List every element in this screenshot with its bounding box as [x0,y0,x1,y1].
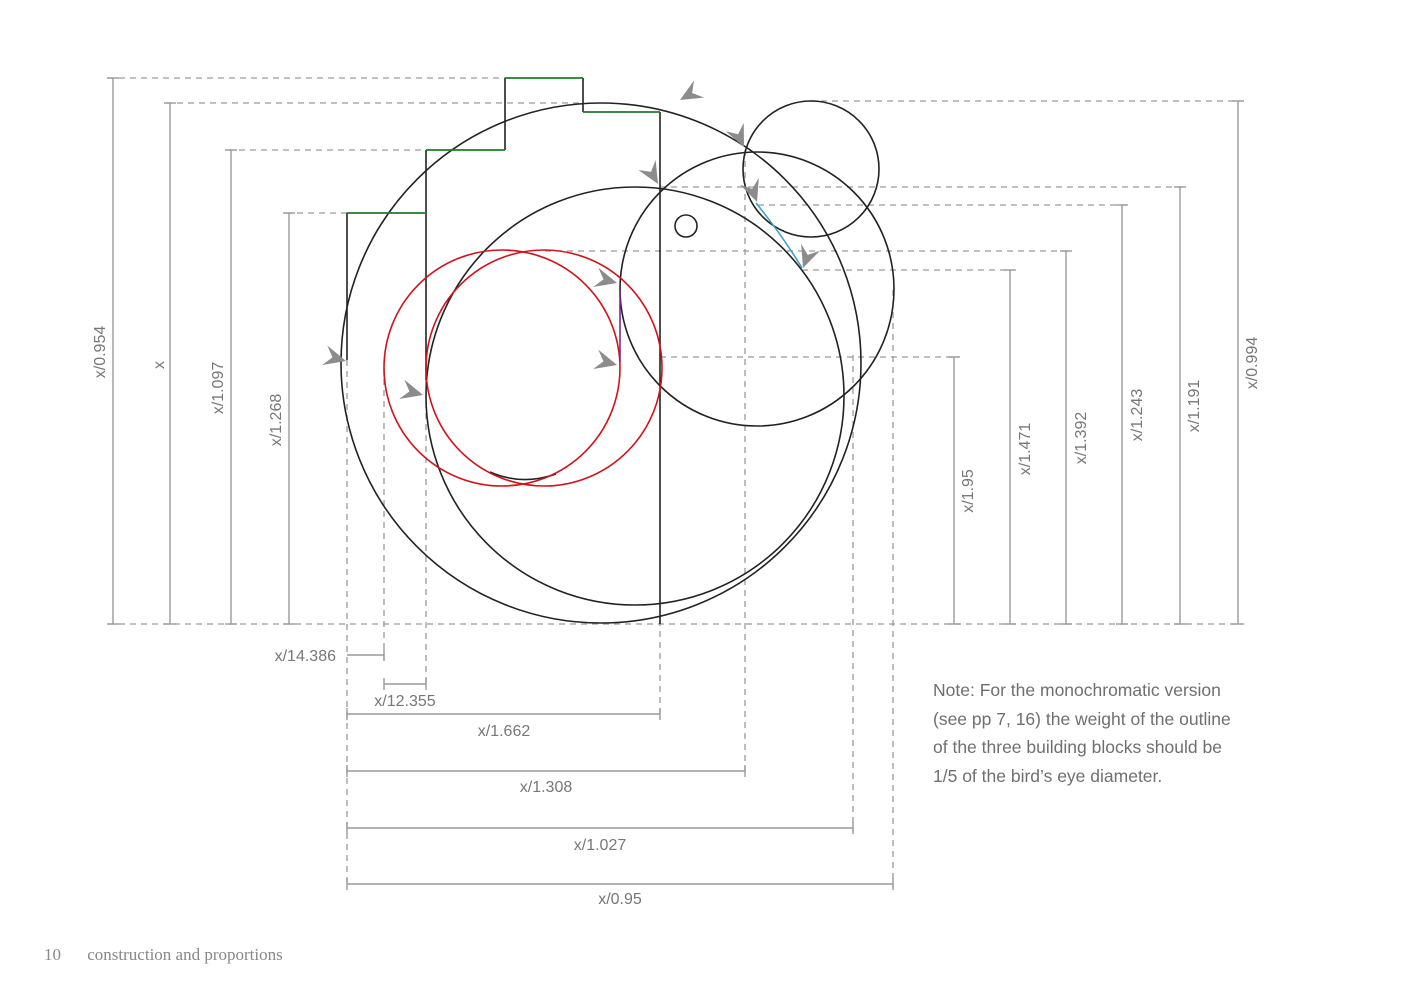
dimension-label: x/0.994 [1244,337,1261,390]
arrow-marker [399,379,423,399]
arrow-marker [593,267,617,287]
building-block-circle-left [383,249,621,487]
arrow-marker [593,349,617,369]
dimension-label: x/1.268 [268,394,285,447]
dimension-label: x/1.243 [1129,389,1146,442]
dimension-label: x/1.097 [210,362,227,415]
vertical-dimension-labels: x/0.954 x x/1.097 x/1.268 x/1.95 x/1.471… [92,326,1261,513]
dimension-label: x/0.954 [92,326,109,379]
green-step-segments [347,77,660,214]
dimension-label: x/0.95 [598,891,642,908]
crest-circle [742,100,880,238]
dimension-label: x/1.191 [1186,380,1203,433]
building-block-circles [383,249,663,487]
page-footer: 10 construction and proportions [44,945,283,965]
head-circle [619,151,895,427]
dimension-label: x/1.392 [1073,412,1090,465]
outer-body-circle [340,102,862,624]
dimension-label: x/12.355 [374,693,435,710]
step-outline [346,78,584,380]
vertical-dimension-lines [107,77,1244,625]
arrow-marker [680,80,705,100]
dimension-label: x/1.471 [1017,423,1034,476]
tail-arc [489,471,557,481]
page-number: 10 [44,945,61,964]
construction-circles [340,100,895,624]
arrow-marker [638,159,658,184]
note-line: Note: For the monochromatic version [933,680,1221,700]
dimension-label: x/1.662 [478,723,531,740]
note-line: (see pp 7, 16) the weight of the outline [933,708,1231,729]
section-title: construction and proportions [87,945,283,964]
arrow-markers [322,80,820,399]
dimension-label: x/14.386 [275,648,336,665]
horizontal-dimension-lines [346,649,894,890]
dimension-extension-lines [108,77,1242,888]
arrow-marker [740,177,759,202]
dimension-label: x/1.95 [960,469,977,513]
eye-circle [674,214,698,238]
horizontal-dimension-labels: x/14.386 x/12.355 x/1.662 x/1.308 x/1.02… [275,648,642,908]
note-text: Note: For the monochromatic version (see… [933,676,1293,790]
dimension-label: x [151,361,168,369]
dimension-label: x/1.308 [520,779,573,796]
dimension-label: x/1.027 [574,837,627,854]
arrow-marker [801,243,820,268]
building-block-circle-right [425,249,663,487]
inner-body-circle [425,186,845,606]
note-line: 1/5 of the bird’s eye diameter. [933,765,1163,786]
blue-accent-curve [755,202,803,269]
note-line: of the three building blocks should be [933,737,1222,757]
arrow-marker [725,122,744,147]
arrow-marker [322,345,346,365]
